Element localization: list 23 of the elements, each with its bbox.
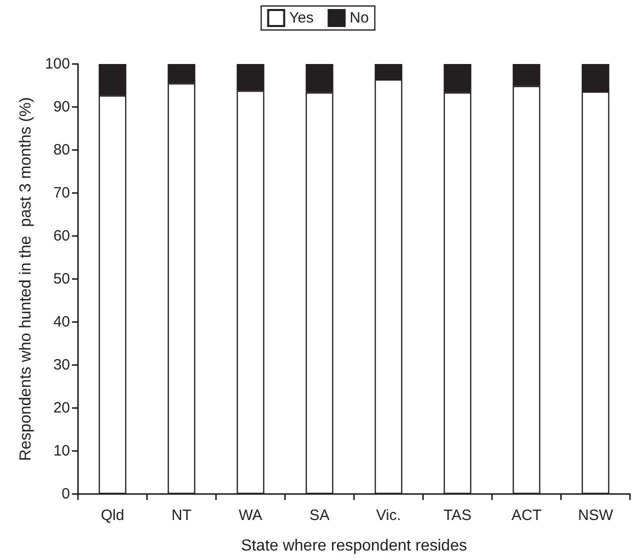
x-axis-title: State where respondent resides [241, 538, 467, 554]
x-tick-label: ACT [512, 507, 542, 524]
y-tick-label: 50 [53, 270, 70, 288]
y-tick-label: 30 [53, 356, 70, 374]
y-axis-title: Respondents who hunted in the past 3 months (%) [18, 97, 34, 461]
x-tick-label: Qld [100, 507, 124, 524]
y-tick-label: 60 [53, 228, 70, 244]
legend-label: Yes [289, 10, 314, 26]
y-tick-label: 90 [53, 98, 70, 116]
y-tick-label: 0 [62, 486, 70, 502]
x-tick-label: NSW [578, 507, 614, 524]
y-tick-label: 80 [53, 142, 70, 158]
y-tick-label: 40 [53, 314, 70, 330]
x-tick-label: WA [238, 507, 262, 524]
legend-label: No [350, 10, 369, 26]
x-tick-label: NT [172, 507, 192, 524]
y-tick-label: 10 [53, 442, 70, 460]
x-tick-label: Vic. [376, 507, 401, 524]
y-tick-label: 70 [53, 184, 70, 202]
x-tick-label: SA [309, 507, 330, 524]
x-tick-label: TAS [443, 507, 472, 524]
y-tick-label: 100 [44, 56, 70, 72]
y-tick-label: 20 [53, 400, 70, 416]
